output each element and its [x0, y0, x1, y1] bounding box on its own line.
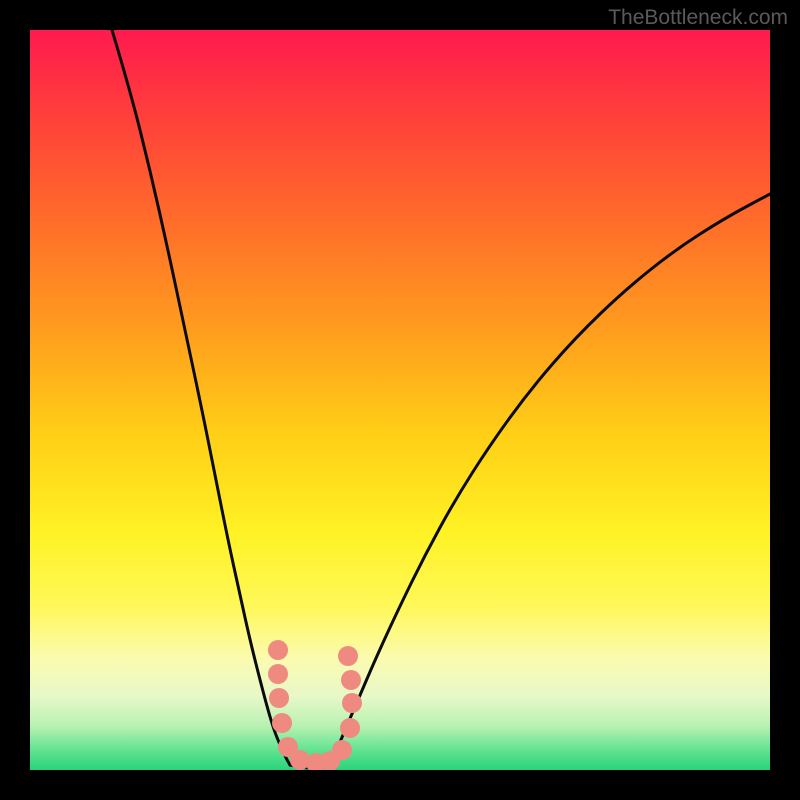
marker-point — [268, 640, 288, 660]
marker-point — [332, 740, 352, 760]
chart-svg — [30, 30, 770, 770]
gradient-background — [30, 30, 770, 770]
marker-point — [341, 670, 361, 690]
marker-point — [338, 646, 358, 666]
marker-point — [269, 688, 289, 708]
marker-point — [268, 664, 288, 684]
marker-point — [342, 693, 362, 713]
marker-point — [340, 718, 360, 738]
plot-area — [30, 30, 770, 770]
marker-point — [272, 713, 292, 733]
watermark-text: TheBottleneck.com — [608, 6, 788, 30]
